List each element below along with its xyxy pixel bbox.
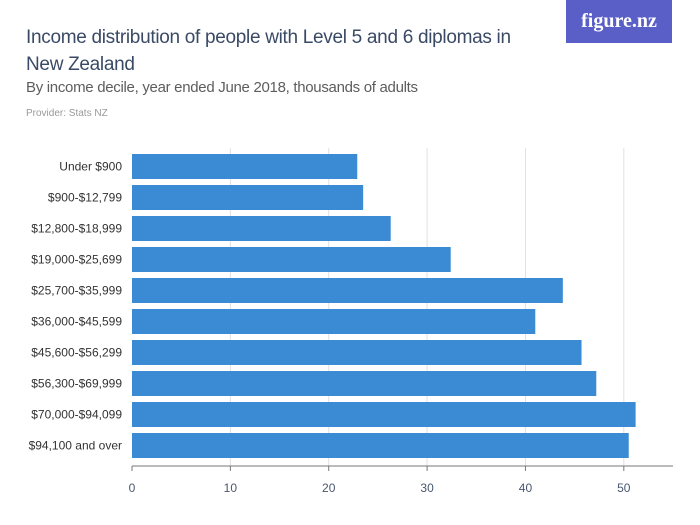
bar [132,247,451,272]
category-label: $36,000-$45,599 [31,315,122,329]
bar [132,371,597,396]
bar [132,309,536,334]
bar [132,185,364,210]
chart-subtitle: By income decile, year ended June 2018, … [26,79,418,96]
bar [132,216,391,241]
category-label: $94,100 and over [29,439,122,453]
category-label: $25,700-$35,999 [31,284,122,298]
x-tick-label: 30 [420,481,434,495]
x-tick-label: 50 [617,481,631,495]
x-tick-label: 0 [129,481,136,495]
bar [132,433,629,458]
x-tick-label: 10 [224,481,238,495]
x-tick-label: 20 [322,481,336,495]
category-label: Under $900 [59,160,122,174]
category-label: $12,800-$18,999 [31,222,122,236]
figure-nz-logo[interactable]: figure.nz [566,0,672,43]
bar [132,278,563,303]
category-label: $56,300-$69,999 [31,377,122,391]
provider-label: Provider: Stats NZ [26,108,108,119]
bar [132,154,358,179]
category-label: $45,600-$56,299 [31,346,122,360]
bar [132,402,636,427]
chart-title: Income distribution of people with Level… [26,27,511,75]
category-label: $19,000-$25,699 [31,253,122,267]
bar [132,340,582,365]
x-tick-label: 40 [519,481,533,495]
category-label: $900-$12,799 [48,191,122,205]
category-label: $70,000-$94,099 [31,408,122,422]
